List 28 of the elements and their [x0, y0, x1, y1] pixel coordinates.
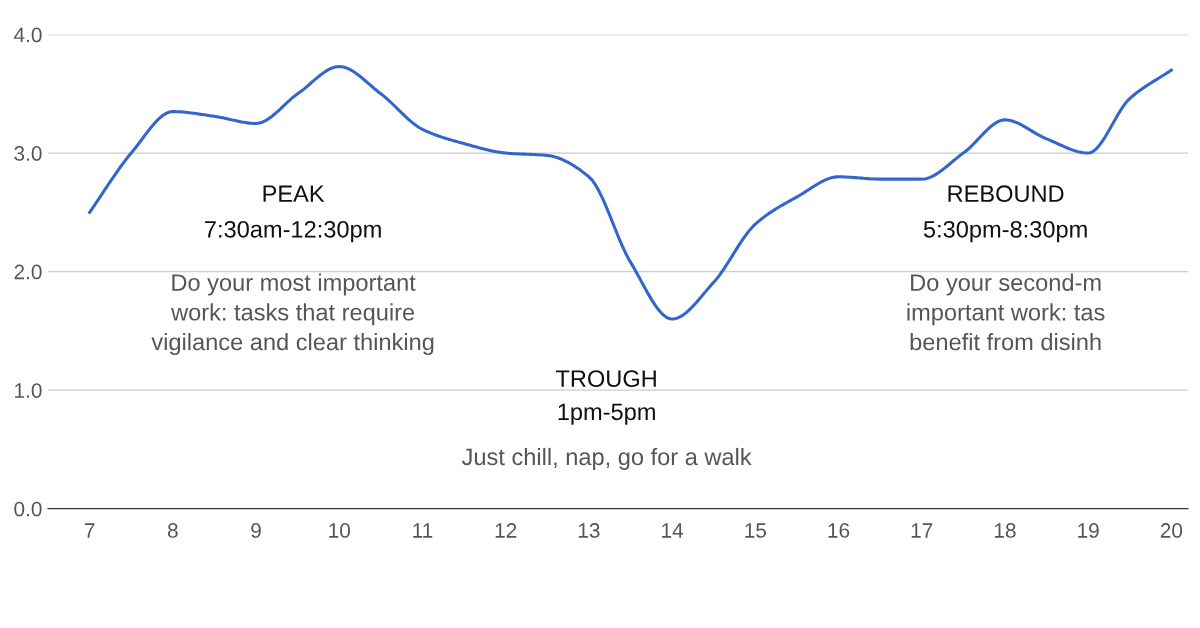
- x-tick-label: 15: [745, 523, 767, 538]
- annotation: REBOUND: [948, 185, 1064, 203]
- x-tick-label: 10: [329, 523, 351, 538]
- annotation: PEAK: [263, 185, 325, 202]
- y-tick-label: 0.0: [14, 501, 42, 517]
- x-tick-label: 8: [167, 523, 178, 538]
- y-tick-label: 1.0: [15, 383, 42, 398]
- x-tick-label: 12: [495, 523, 517, 538]
- x-tick-label: 9: [251, 523, 261, 538]
- x-tick-label: 14: [662, 523, 684, 538]
- x-tick-label: 7: [84, 523, 95, 538]
- annotation: Just chill, nap, go for a walk: [461, 447, 752, 470]
- annotation: 1pm-5pm: [558, 403, 655, 425]
- y-tick-label: 4.0: [13, 27, 42, 43]
- annotation: 7:30am-12:30pm: [205, 220, 381, 243]
- annotation: TROUGH: [555, 370, 656, 387]
- x-tick-label: 17: [911, 523, 933, 538]
- x-tick-label: 20: [1160, 523, 1183, 538]
- annotation: Do your most important work: tasks that require vigilance and clear thinking: [151, 273, 434, 355]
- x-tick-label: 16: [828, 523, 850, 538]
- x-tick-label: 13: [578, 523, 600, 538]
- y-tick-label: 2.0: [14, 264, 42, 280]
- annotation: 5:30pm-8:30pm: [923, 220, 1087, 243]
- x-tick-label: 11: [413, 523, 433, 538]
- annotation: Do your second-m important work: tas benefit from disinh: [907, 273, 1105, 351]
- x-tick-label: 19: [1078, 523, 1099, 538]
- x-tick-label: 18: [994, 523, 1016, 538]
- y-tick-label: 3.0: [14, 146, 42, 161]
